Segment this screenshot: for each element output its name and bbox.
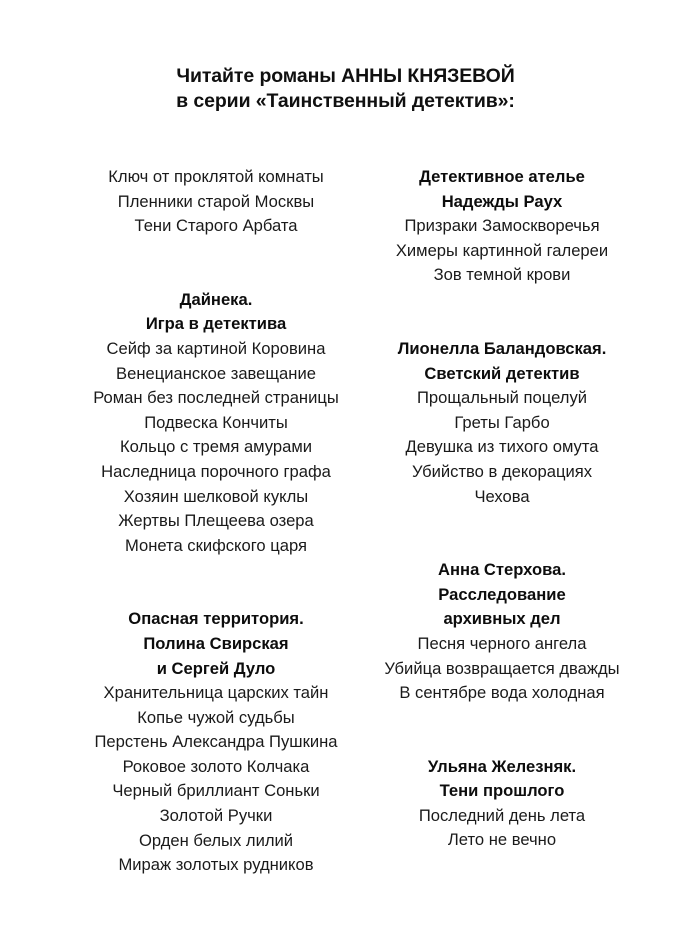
book-title: Подвеска Кончиты	[144, 412, 288, 432]
right-series-block: Детективное ателье Надежды Раух Призраки З…	[352, 165, 652, 288]
book-title: Призраки Замоскворечья	[404, 216, 600, 236]
book-title: Роковое золото Колчака	[122, 756, 310, 776]
book-title: Роман без последней страницы	[93, 388, 339, 408]
book-title: Мираж золотых рудников	[118, 855, 314, 875]
series-title-line: Дайнека.	[179, 289, 253, 309]
series-title-line: Тени прошлого	[439, 781, 565, 801]
series-title-line: Опасная территория.	[128, 609, 304, 629]
series-title-line: Лионелла Баландовская.	[397, 338, 607, 358]
book-title: Прощальный поцелуй	[416, 388, 588, 408]
series-title-line: Полина Свирская	[143, 633, 289, 653]
book-title: Черный бриллиант Соньки	[112, 781, 320, 801]
book-title: Венецианское завещание	[116, 363, 316, 383]
series-title-line: Надежды Раух	[441, 191, 563, 211]
book-title: Наследница порочного графа	[101, 461, 331, 481]
series-title-line: Детективное ателье	[419, 167, 585, 186]
book-title: Греты Гарбо	[454, 412, 550, 432]
series-title-line: Светский детектив	[424, 363, 580, 383]
right-series-block: Лионелла Баландовская. Светский детектив П…	[352, 337, 652, 509]
book-title: Монета скифского царя	[124, 535, 308, 555]
book-title: Лето не вечно	[447, 830, 557, 850]
right-series-block: Анна Стерхова. Расследование архивных дел П…	[352, 558, 652, 706]
book-title: В сентябре вода холодная	[399, 683, 605, 703]
series-title-line: архивных дел	[443, 609, 561, 629]
book-title: Чехова	[474, 486, 530, 506]
series-title-line: Игра в детектива	[145, 314, 287, 334]
book-title: Песня черного ангела	[417, 633, 587, 653]
series-title-line: Анна Стерхова.	[438, 560, 566, 580]
book-title: Хранительница царских тайн	[103, 683, 329, 703]
page-title: Читайте романы АННЫ КНЯЗЕВОЙ в серии «Та…	[0, 64, 691, 114]
series-title-line: Расследование	[438, 584, 566, 604]
page-title-line-1: Читайте романы АННЫ КНЯЗЕВОЙ	[176, 65, 515, 87]
book-title: Тени Старого Арбата	[134, 216, 298, 236]
book-title: Жертвы Плещеева озера	[118, 511, 314, 531]
book-title: Сейф за картиной Коровина	[106, 338, 326, 358]
page-title-line-2: в серии «Таинственный детектив»:	[176, 90, 515, 112]
book-title: Химеры картинной галереи	[395, 240, 609, 260]
right-series-block: Ульяна Железняк. Тени прошлого Последний д…	[352, 755, 652, 853]
left-series-block: Опасная территория. Полина Свирская и Серг…	[46, 607, 386, 878]
left-series-block: Дайнека. Игра в детектива Сейф за картиной…	[46, 288, 386, 559]
left-column: Ключ от проклятой комнаты Пленники старой…	[46, 165, 386, 878]
book-title: Золотой Ручки	[159, 806, 273, 826]
book-title: Пленники старой Москвы	[117, 191, 315, 211]
book-title: Девушка из тихого омута	[405, 437, 599, 457]
book-title: Хозяин шелковой куклы	[123, 486, 309, 506]
book-title: Последний день лета	[418, 805, 586, 825]
series-title-line: Ульяна Железняк.	[427, 756, 577, 776]
book-title: Ключ от проклятой комнаты	[108, 167, 324, 186]
book-title: Копье чужой судьбы	[137, 707, 295, 727]
book-title: Перстень Александра Пушкина	[94, 732, 338, 752]
series-title-line: и Сергей Дуло	[156, 658, 276, 678]
book-title: Кольцо с тремя амурами	[119, 437, 313, 457]
book-title: Орден белых лилий	[138, 830, 294, 850]
book-title: Убийца возвращается дважды	[384, 658, 620, 678]
left-series-block: Ключ от проклятой комнаты Пленники старой…	[46, 165, 386, 239]
right-column: Детективное ателье Надежды Раух Призраки З…	[352, 165, 652, 853]
book-title: Убийство в декорациях	[411, 461, 593, 481]
book-title: Зов темной крови	[433, 265, 571, 285]
